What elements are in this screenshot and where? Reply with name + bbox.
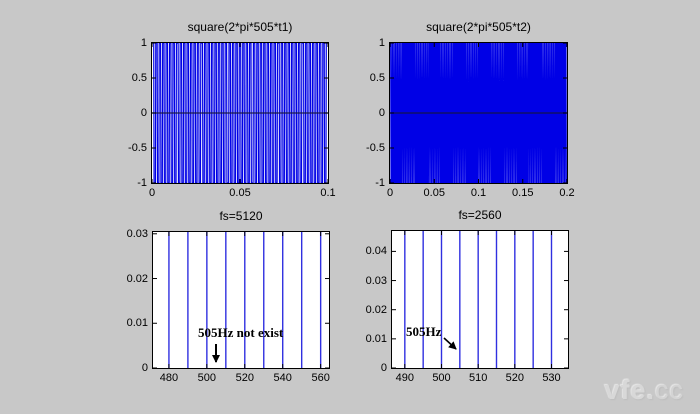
watermark-vfe-cc: vfe.cc <box>604 377 684 404</box>
spectrum-svg <box>153 232 329 368</box>
y-tick-label: -1 <box>137 177 147 189</box>
x-tick-label: 0.1 <box>470 187 487 199</box>
y-tick-label: 0 <box>380 362 387 374</box>
square-wave-svg <box>152 43 328 183</box>
spectrum-svg <box>392 231 568 368</box>
y-tick-label: 1 <box>140 37 147 49</box>
annotation-arrow <box>443 337 457 350</box>
subplot-square-t2: square(2*pi*505*t2) 0 0.05 0.1 0.15 0.2 1 0.5 0… <box>366 20 575 199</box>
x-tick-label: 0.05 <box>423 187 445 199</box>
x-tick-label: 0.2 <box>559 187 575 199</box>
plot-title-fs5120: fs=5120 <box>219 209 263 223</box>
spectrum-plot-fs5120 <box>152 231 330 369</box>
y-tick-label: 0 <box>378 107 385 119</box>
plot-title-fs2560: fs=2560 <box>458 208 502 222</box>
waveform-plot-t1 <box>151 42 329 184</box>
y-tick-label: -0.5 <box>366 142 385 154</box>
plot-title-square-t2: square(2*pi*505*t2) <box>426 20 531 34</box>
x-tick-label: 520 <box>505 372 524 384</box>
x-tick-label: 0.1 <box>320 187 336 199</box>
y-tick-label: 1 <box>378 37 385 49</box>
y-tick-label: 0 <box>141 362 148 374</box>
x-tick-label: 520 <box>235 372 254 384</box>
x-tick-label: 0.15 <box>512 187 534 199</box>
subplot-square-t1: square(2*pi*505*t1) 0 0.05 0.1 1 0.5 0 -0.5 -1 <box>128 20 336 199</box>
subplot-spectrum-fs2560: fs=2560 505Hz 490 500 510 520 530 0 0.01 0.02 0.… <box>366 208 569 384</box>
y-tick-label: -1 <box>375 177 385 189</box>
y-tick-label: 0.04 <box>365 245 387 258</box>
x-tick-label: 0 <box>148 187 156 199</box>
x-tick-label: 500 <box>197 372 217 384</box>
plot-title-square-t1: square(2*pi*505*t1) <box>187 20 293 34</box>
y-tick-label: -0.5 <box>128 142 147 154</box>
square-wave-svg <box>390 43 567 183</box>
x-tick-label: 540 <box>273 372 292 384</box>
x-tick-label: 0.05 <box>229 187 251 199</box>
y-tick-label: 0.01 <box>365 332 387 345</box>
y-tick-label: 0.02 <box>365 303 387 316</box>
y-tick-label: 0.5 <box>369 72 385 84</box>
x-tick-label: 0 <box>386 187 394 199</box>
y-tick-label: 0.03 <box>365 274 387 287</box>
annotation-505hz: 505Hz <box>406 324 442 339</box>
y-tick-label: 0.03 <box>126 227 148 240</box>
spectrum-plot-fs2560 <box>391 230 569 369</box>
watermark-light-part: cc <box>655 375 684 405</box>
waveform-plot-t2 <box>389 42 568 184</box>
subplot-spectrum-fs5120: fs=5120 505Hz not exist 480 500 520 540 560 0… <box>127 209 330 384</box>
x-tick-label: 480 <box>159 372 179 384</box>
y-tick-label: 0.5 <box>131 72 147 84</box>
x-tick-label: 490 <box>395 372 415 384</box>
x-tick-label: 530 <box>542 372 561 384</box>
y-tick-label: 0.02 <box>126 272 148 285</box>
y-tick-label: 0.01 <box>126 317 148 330</box>
x-tick-label: 510 <box>468 372 488 384</box>
y-tick-label: 0 <box>140 107 147 119</box>
x-tick-label: 560 <box>311 372 330 384</box>
watermark-bold-part: vfe. <box>604 375 655 405</box>
x-tick-label: 500 <box>432 372 451 384</box>
annotation-505hz-not-exist: 505Hz not exist <box>198 325 284 340</box>
